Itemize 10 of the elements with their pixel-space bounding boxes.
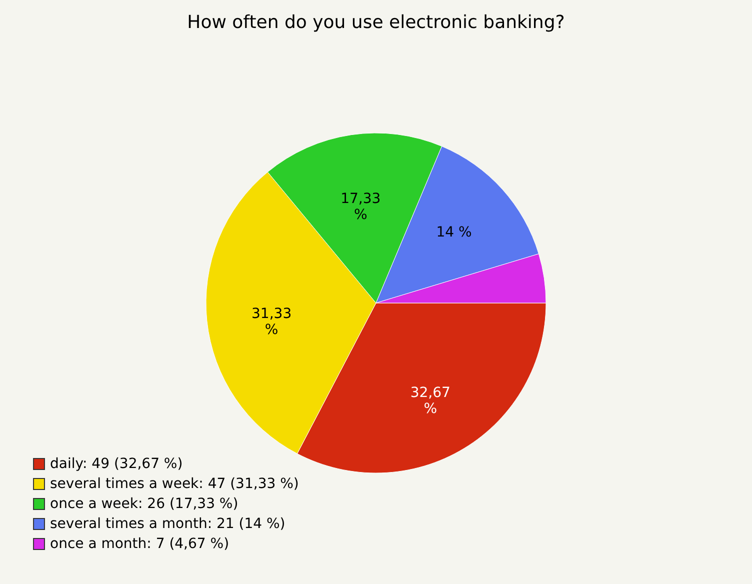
- data-label: 32,67 %: [410, 384, 450, 417]
- legend-label: several times a month: 21 (14 %): [50, 516, 286, 532]
- chart-title: How often do you use electronic banking?: [187, 12, 565, 33]
- data-label: 17,33 %: [340, 191, 381, 224]
- legend-label: once a month: 7 (4,67 %): [50, 536, 230, 552]
- data-label: 14 %: [436, 224, 472, 241]
- legend-label: several times a week: 47 (31,33 %): [50, 476, 299, 492]
- legend-label: once a week: 26 (17,33 %): [50, 496, 238, 512]
- data-label: 31,33 %: [252, 306, 292, 338]
- legend-label: daily: 49 (32,67 %): [50, 456, 183, 472]
